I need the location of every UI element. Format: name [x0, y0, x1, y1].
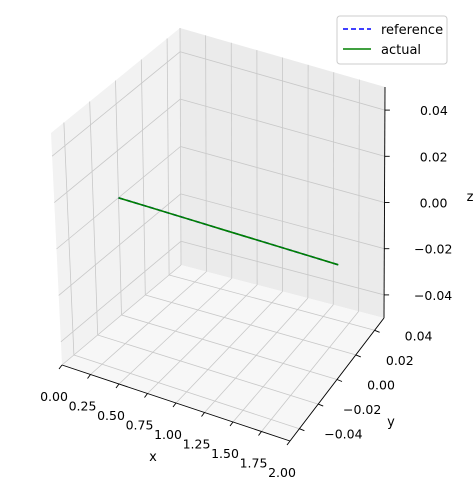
y-tick-label: −0.04: [324, 427, 362, 442]
z-grid-back: [180, 146, 385, 203]
series-line-actual: [118, 197, 339, 266]
z-tick-label: −0.04: [414, 288, 452, 303]
y-tick-mark: [355, 354, 361, 358]
x-tick-label: 0.00: [40, 389, 68, 404]
x-tick-label: 1.00: [154, 427, 182, 442]
x-tick-mark: [286, 440, 291, 446]
x-tick-mark: [58, 364, 63, 370]
y-tick-mark: [374, 329, 380, 333]
z-tick-label: 0.04: [420, 103, 448, 118]
x-tick-mark: [258, 431, 262, 436]
y-tick-label: 0.02: [386, 353, 414, 368]
z-grid-left: [60, 240, 182, 343]
z-axis-label: z: [467, 190, 474, 205]
left-pane: [51, 28, 181, 365]
x-tick-label: 1.50: [211, 446, 239, 461]
z-grid-left: [54, 98, 181, 203]
axis-labels: x y z: [149, 190, 473, 465]
y-grid-floor: [121, 314, 338, 380]
x-tick-mark: [201, 412, 205, 417]
y-tick-mark: [336, 379, 343, 382]
z-tick-label: 0.00: [420, 196, 448, 211]
x-tick-mark: [144, 393, 148, 398]
x-tick-mark: [229, 421, 234, 427]
x-tick-mark: [115, 383, 120, 389]
x-axis-label: x: [149, 450, 157, 465]
y-tick-label: 0.04: [405, 328, 433, 343]
y-tick-label: 0.00: [367, 378, 395, 393]
y-grid-floor: [97, 334, 319, 405]
z-grid-back: [180, 193, 385, 250]
x-tick-label: 0.50: [97, 408, 125, 423]
z-grid-back: [179, 51, 386, 111]
z-grid-back: [180, 98, 385, 157]
y-grid-floor: [145, 294, 356, 356]
x-tick-label: 1.25: [183, 437, 211, 452]
z-tick-label: −0.02: [414, 242, 452, 257]
tick-marks: [58, 109, 390, 446]
legend-label-actual: actual: [381, 43, 421, 58]
data-series: [118, 197, 339, 266]
x-tick-mark: [172, 402, 177, 408]
x-tick-mark: [87, 374, 91, 379]
floor-pane: [62, 265, 384, 441]
legend: reference actual: [336, 15, 448, 65]
x-tick-label: 1.75: [240, 456, 268, 471]
y-tick-label: −0.02: [343, 402, 381, 417]
y-grid-floor: [168, 274, 375, 331]
tick-labels: 0.000.250.500.751.001.251.501.752.00−0.0…: [40, 103, 452, 480]
x-tick-label: 0.25: [69, 399, 97, 414]
y-grid-floor: [73, 354, 300, 430]
z-grid-left: [51, 51, 181, 157]
z-grid-left: [56, 146, 181, 250]
y-tick-mark: [299, 428, 305, 432]
z-grid-back: [180, 240, 385, 296]
y-axis-label: y: [387, 415, 395, 430]
legend-label-reference: reference: [381, 23, 443, 38]
x-tick-label: 0.75: [126, 418, 154, 433]
z-tick-label: 0.02: [420, 149, 448, 164]
x-tick-label: 2.00: [268, 465, 296, 480]
grid-lines: [51, 27, 386, 442]
legend-frame: [336, 15, 448, 65]
y-tick-mark: [318, 403, 324, 407]
